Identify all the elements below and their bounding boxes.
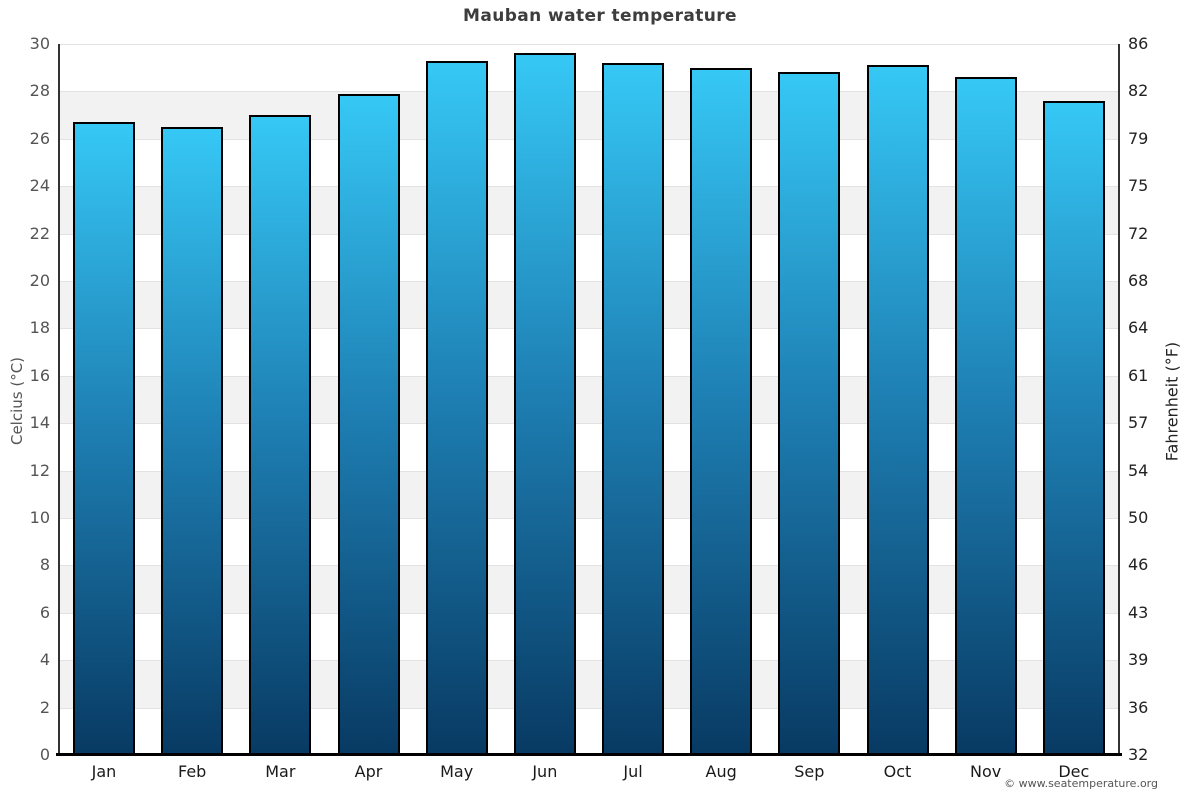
bar-may	[425, 60, 488, 755]
grid-band	[60, 281, 1118, 329]
bar-oct	[866, 65, 929, 755]
fahrenheit-tick-label: 54	[1128, 460, 1149, 480]
x-axis-line	[56, 753, 1122, 756]
gridline	[60, 375, 1118, 377]
celsius-tick-label: 8	[39, 555, 50, 575]
month-label-jan: Jan	[91, 762, 117, 781]
copyright-text: © www.seatemperature.org	[1004, 777, 1158, 790]
month-label-feb: Feb	[177, 762, 207, 781]
month-label-sep: Sep	[794, 762, 825, 781]
month-label-dec: Dec	[1058, 762, 1090, 781]
gridline	[60, 518, 1118, 519]
gridline	[60, 707, 1118, 709]
month-label-jun: Jun	[532, 762, 558, 781]
month-label-mar: Mar	[265, 762, 296, 781]
celsius-tick-label: 20	[29, 271, 50, 290]
grid-band	[60, 565, 1118, 613]
bar-aug	[690, 67, 753, 755]
celsius-tick-label: 6	[39, 602, 50, 622]
fahrenheit-tick-label: 75	[1128, 176, 1149, 196]
fahrenheit-tick-label: 39	[1128, 650, 1149, 670]
bar-jun	[513, 53, 576, 755]
grid-band	[60, 470, 1118, 518]
fahrenheit-tick-label: 36	[1128, 697, 1149, 717]
bar-jul	[602, 62, 665, 755]
celsius-axis-line	[58, 44, 60, 755]
chart-title: Mauban water temperature	[463, 6, 737, 26]
celsius-tick-label: 18	[29, 318, 50, 338]
celsius-tick-label: 10	[29, 508, 50, 527]
gridline	[60, 233, 1118, 235]
gridline	[60, 612, 1118, 614]
fahrenheit-tick-label: 57	[1128, 413, 1149, 433]
bar-feb	[161, 126, 224, 755]
celsius-tick-label: 24	[29, 176, 50, 196]
month-label-may: May	[440, 762, 474, 781]
celsius-tick-label: 26	[29, 128, 50, 148]
gridline	[60, 565, 1118, 567]
fahrenheit-tick-label: 79	[1128, 128, 1149, 148]
fahrenheit-tick-label: 72	[1128, 223, 1149, 243]
fahrenheit-tick-label: 43	[1128, 602, 1149, 622]
celsius-tick-label: 22	[29, 223, 50, 243]
gridline	[60, 281, 1118, 282]
gridline	[60, 91, 1118, 93]
bar-mar	[249, 115, 312, 755]
fahrenheit-tick-label: 46	[1128, 555, 1149, 575]
month-label-aug: Aug	[705, 762, 737, 781]
bar-jan	[73, 122, 136, 755]
gridline	[60, 470, 1118, 472]
bar-apr	[337, 93, 400, 755]
gridline	[60, 44, 1118, 45]
gridline	[60, 138, 1118, 140]
month-label-jul: Jul	[623, 762, 643, 781]
celsius-tick-label: 0	[39, 745, 50, 764]
fahrenheit-tick-label: 64	[1128, 318, 1149, 338]
fahrenheit-tick-label: 68	[1128, 271, 1149, 290]
bar-dec	[1042, 100, 1105, 755]
bar-nov	[954, 77, 1017, 755]
grid-band	[60, 91, 1118, 139]
grid-band	[60, 375, 1118, 424]
celsius-tick-label: 28	[29, 81, 50, 101]
month-label-nov: Nov	[970, 762, 1002, 781]
month-label-oct: Oct	[883, 762, 912, 781]
gridline	[60, 186, 1118, 188]
celsius-tick-label: 16	[29, 365, 50, 385]
fahrenheit-tick-label: 86	[1128, 34, 1149, 53]
gridline	[60, 423, 1118, 425]
grid-band	[60, 660, 1118, 708]
fahrenheit-tick-label: 50	[1128, 508, 1149, 527]
fahrenheit-axis-line	[1118, 44, 1120, 755]
celsius-tick-label: 2	[39, 697, 50, 717]
grid-band	[60, 186, 1118, 234]
celsius-tick-label: 12	[29, 460, 50, 480]
celsius-tick-label: 30	[29, 34, 50, 53]
month-label-apr: Apr	[354, 762, 383, 781]
gridline	[60, 328, 1118, 330]
fahrenheit-tick-label: 32	[1128, 745, 1149, 764]
gridline	[60, 660, 1118, 662]
fahrenheit-tick-label: 61	[1128, 365, 1149, 385]
celsius-tick-label: 4	[39, 650, 50, 670]
bar-sep	[778, 72, 841, 755]
fahrenheit-tick-label: 82	[1128, 81, 1149, 101]
celsius-tick-label: 14	[29, 413, 50, 433]
plot-area	[60, 44, 1118, 755]
